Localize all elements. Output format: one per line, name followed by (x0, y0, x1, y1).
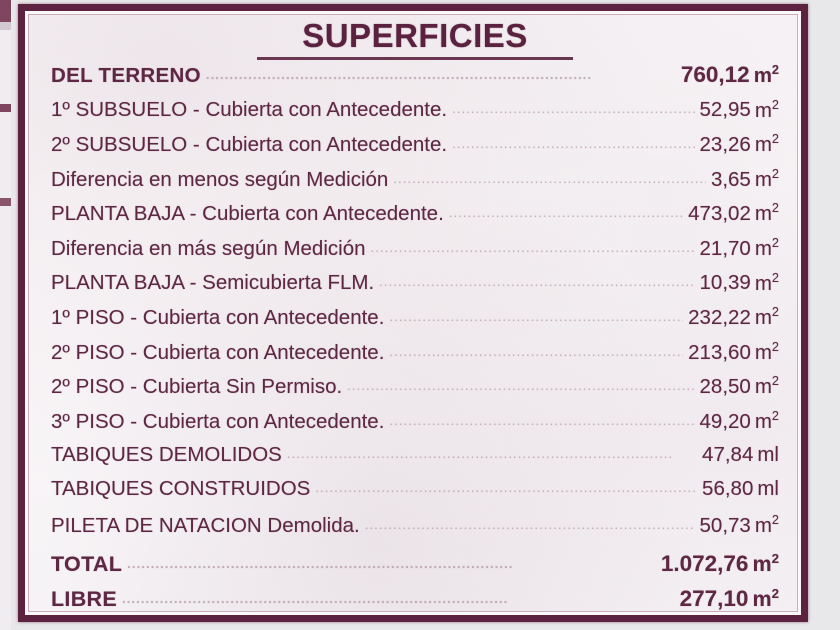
dot-leader: ........................................… (379, 274, 695, 290)
row-unit: m2 (754, 511, 779, 537)
row-value: 49,20 (699, 409, 751, 433)
table-row: Diferencia en más según Medición........… (51, 235, 779, 270)
dot-leader: ........................................… (364, 516, 695, 532)
table-row: DEL TERRENO.............................… (51, 62, 779, 97)
table-row: PILETA DE NATACION Demolida.............… (51, 512, 779, 547)
row-label: TABIQUES DEMOLIDOS (51, 442, 282, 466)
table-row: 2º SUBSUELO - Cubierta con Antecedente..… (51, 131, 779, 166)
table-row: TOTAL...................................… (51, 551, 779, 586)
row-label: 1º PISO - Cubierta con Antecedente. (51, 305, 385, 329)
row-label: Diferencia en más según Medición (51, 236, 366, 260)
dot-leader: ........................................… (389, 308, 683, 324)
row-value: 1.072,76 (660, 551, 749, 577)
row-label: 3º PISO - Cubierta con Antecedente. (51, 409, 385, 433)
row-label: PILETA DE NATACION Demolida. (51, 513, 360, 537)
table-row: Diferencia en menos según Medición......… (51, 166, 779, 201)
dot-leader: ........................................… (452, 136, 694, 152)
row-value: 23,26 (699, 133, 751, 157)
row-value: 47,84 (702, 442, 754, 466)
title-block: SUPERFICIES (51, 17, 779, 60)
row-unit: m2 (754, 200, 779, 226)
row-unit: m2 (754, 373, 779, 399)
row-value: 10,39 (699, 271, 751, 295)
dot-leader: ........................................… (347, 378, 694, 394)
dot-leader: ........................................… (286, 445, 674, 461)
row-label: PLANTA BAJA - Cubierta con Antecedente. (51, 202, 444, 226)
table-row: PLANTA BAJA - Semicubierta FLM..........… (51, 270, 779, 305)
row-label: 2º SUBSUELO - Cubierta con Antecedente. (51, 133, 448, 157)
row-label: LIBRE (51, 587, 117, 612)
row-label: TABIQUES CONSTRUIDOS (51, 477, 311, 501)
row-value: 232,22 (688, 305, 751, 329)
row-value: 3,65 (710, 167, 751, 191)
row-unit: m2 (754, 131, 779, 157)
surfaces-table: SUPERFICIES DEL TERRENO.................… (29, 15, 797, 612)
scan-edge-artifact (0, 0, 11, 630)
row-unit: m2 (752, 585, 779, 612)
row-label: 1º SUBSUELO - Cubierta con Antecedente. (51, 98, 448, 122)
table-row: TABIQUES DEMOLIDOS......................… (51, 443, 779, 478)
row-label: PLANTA BAJA - Semicubierta FLM. (51, 271, 375, 295)
dot-leader: ........................................… (205, 67, 593, 82)
page-title: SUPERFICIES (302, 17, 528, 54)
row-unit: m2 (754, 269, 779, 295)
row-unit: ml (757, 477, 779, 501)
row-value: 56,80 (702, 477, 754, 501)
table-row: 2º PISO - Cubierta Sin Permiso..........… (51, 373, 779, 408)
row-value: 277,10 (679, 586, 749, 612)
row-value: 213,60 (688, 340, 751, 364)
row-value: 50,73 (699, 513, 751, 537)
dot-leader: ........................................… (452, 101, 694, 117)
row-value: 28,50 (699, 375, 751, 399)
table-frame-inner: SUPERFICIES DEL TERRENO.................… (28, 14, 798, 612)
title-underline (257, 57, 573, 60)
dot-leader: ........................................… (315, 480, 698, 496)
dot-leader: ........................................… (127, 556, 514, 572)
row-label: DEL TERRENO (51, 64, 201, 87)
row-unit: m2 (754, 407, 779, 433)
row-value: 760,12 (680, 62, 750, 87)
row-unit: m2 (754, 304, 779, 329)
table-row: 3º PISO - Cubierta con Antecedente......… (51, 408, 779, 443)
table-frame: SUPERFICIES DEL TERRENO.................… (18, 4, 808, 622)
row-label: TOTAL (51, 552, 123, 577)
dot-leader: ........................................… (122, 591, 509, 607)
table-row: LIBRE...................................… (51, 586, 779, 621)
table-row: PLANTA BAJA - Cubierta con Antecedente..… (51, 200, 779, 235)
row-value: 21,70 (699, 236, 751, 260)
row-unit: m2 (754, 165, 779, 191)
surfaces-row-list: DEL TERRENO.............................… (51, 62, 779, 621)
dot-leader: ........................................… (393, 170, 706, 186)
table-row: 1º SUBSUELO - Cubierta con Antecedente..… (51, 97, 779, 132)
row-unit: m2 (754, 96, 779, 122)
dot-leader: ........................................… (389, 343, 683, 359)
table-row: 2º PISO - Cubierta con Antecedente......… (51, 339, 779, 374)
dot-leader: ........................................… (389, 412, 694, 428)
row-value: 52,95 (699, 98, 751, 122)
row-unit: m2 (754, 234, 779, 260)
dot-leader: ........................................… (370, 239, 695, 255)
row-label: 2º PISO - Cubierta Sin Permiso. (51, 375, 343, 399)
row-label: 2º PISO - Cubierta con Antecedente. (51, 340, 385, 364)
row-unit: ml (757, 442, 779, 466)
dot-leader: ........................................… (448, 205, 683, 221)
row-unit: m2 (752, 551, 779, 577)
table-row: 1º PISO - Cubierta con Antecedente......… (51, 304, 779, 339)
row-unit: m2 (753, 62, 779, 87)
table-row: TABIQUES CONSTRUIDOS....................… (51, 477, 779, 512)
row-label: Diferencia en menos según Medición (51, 167, 389, 191)
row-value: 473,02 (688, 202, 751, 226)
row-unit: m2 (754, 338, 779, 364)
